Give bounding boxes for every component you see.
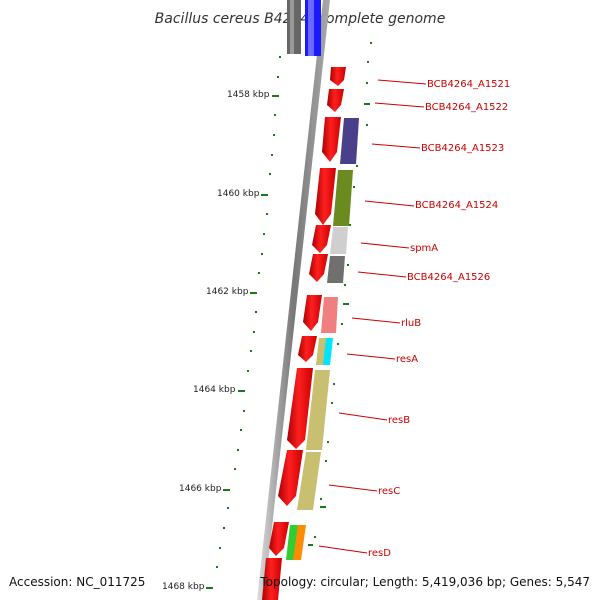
feature-block[interactable] [321,297,338,333]
tick-label: 1460 kbp [217,189,260,199]
gene-label[interactable]: BCB4264_A1524 [415,200,498,211]
feature-block[interactable] [323,338,333,365]
feature-block[interactable] [297,452,321,510]
genome-backbone [257,0,330,600]
cds-arrow[interactable] [262,558,282,600]
gene-labels: BCB4264_A1521 BCB4264_A1522 BCB4264_A152… [368,79,510,559]
feature-block[interactable] [306,370,330,450]
gene-label[interactable]: resD [368,548,391,559]
gene-label[interactable]: BCB4264_A1521 [427,79,510,90]
tick-label: 1462 kbp [206,287,249,297]
cds-arrow[interactable] [309,254,328,282]
gene-label[interactable]: spmA [410,243,438,254]
tick-label: 1468 kbp [162,582,205,592]
feature-block[interactable] [340,118,359,164]
feature-block[interactable] [293,525,306,560]
function-features[interactable] [286,118,359,560]
cds-arrow[interactable] [298,336,317,362]
cds-arrow[interactable] [327,89,344,112]
ruler-ticks [206,95,279,589]
cds-arrow[interactable] [287,368,313,449]
top-features [287,0,321,56]
gene-label[interactable]: resA [396,354,418,365]
gene-label[interactable]: BCB4264_A1522 [425,102,508,113]
accession-text: Accession: NC_011725 [9,575,145,589]
tick-label: 1466 kbp [179,484,222,494]
tick-labels: 1458 kbp 1460 kbp 1462 kbp 1464 kbp 1466… [162,90,270,592]
outer-marks [308,103,370,546]
gene-label[interactable]: resB [388,415,410,426]
gene-label[interactable]: BCB4264_A1523 [421,143,504,154]
cds-arrow[interactable] [278,450,303,506]
feature-block[interactable] [316,338,326,365]
cds-arrow[interactable] [303,295,322,331]
cds-arrow[interactable] [312,225,331,253]
gene-label[interactable]: resC [378,486,400,497]
feature-block[interactable] [327,256,345,283]
tick-label: 1464 kbp [193,385,236,395]
cds-arrow[interactable] [315,168,336,225]
gene-label[interactable]: BCB4264_A1526 [407,272,490,283]
cds-arrow[interactable] [322,117,341,162]
label-lines [318,79,427,554]
gene-label[interactable]: rluB [401,318,421,329]
cds-features[interactable] [262,67,346,600]
topology-text: Topology: circular; Length: 5,419,036 bp… [259,575,590,589]
feature-block[interactable] [333,170,353,226]
tick-label: 1458 kbp [227,90,270,100]
cds-arrow[interactable] [330,67,346,86]
ruler-dots [314,42,372,538]
inner-ruler-dots [216,56,281,568]
cds-arrow[interactable] [269,522,289,556]
feature-block[interactable] [330,227,348,254]
